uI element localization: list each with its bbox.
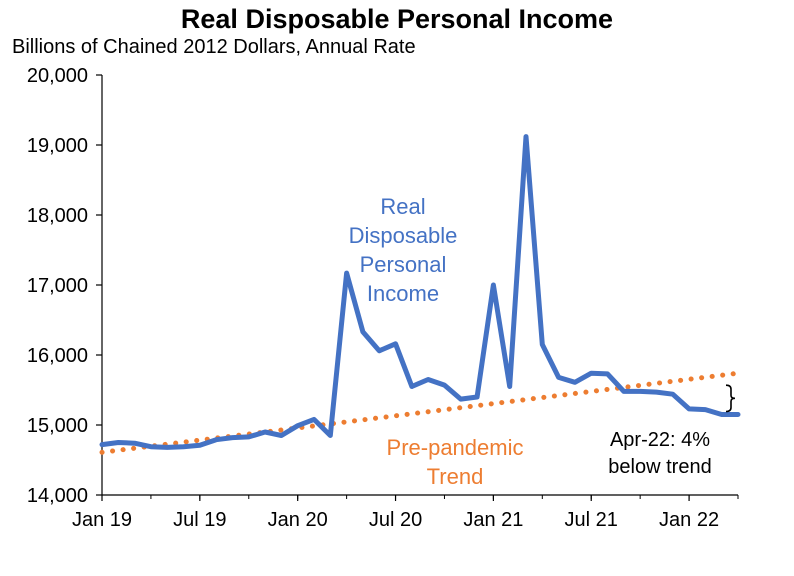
x-tick-label: Jul 20 (369, 509, 422, 531)
y-tick-label: 15,000 (27, 415, 88, 437)
annotation-bracket (725, 384, 736, 413)
chart-subtitle: Billions of Chained 2012 Dollars, Annual… (12, 36, 416, 58)
chart-title: Real Disposable Personal Income (180, 4, 614, 34)
trend-series (99, 370, 741, 455)
y-tick-label: 18,000 (27, 205, 88, 227)
y-tick-label: 16,000 (27, 345, 88, 367)
y-tick-label: 14,000 (27, 485, 88, 507)
x-tick-label: Jan 21 (463, 509, 523, 531)
x-tick-label: Jan 20 (268, 509, 328, 531)
x-tick-label: Jul 19 (173, 509, 226, 531)
annotation-label: Apr-22: 4% below trend (608, 429, 711, 478)
y-tick-label: 20,000 (27, 65, 88, 87)
x-tick-label: Jan 19 (72, 509, 132, 531)
trend-series-label: Pre-pandemic Trend (387, 435, 524, 489)
y-tick-label: 19,000 (27, 135, 88, 157)
income-line (99, 134, 741, 450)
income-series-label: Real Disposable Personal Income (349, 194, 458, 306)
trend-line (99, 370, 741, 455)
x-tick-label: Jul 21 (565, 509, 618, 531)
income-series (99, 134, 741, 450)
x-tick-label: Jan 22 (659, 509, 719, 531)
axes: 14,000 15,000 16,000 17,000 18,000 19,000 20,0… (27, 65, 739, 531)
series-labels: Real Disposable Personal Income Pre-pandemic… (349, 194, 524, 489)
annotations: Apr-22: 4% below trend (608, 384, 736, 478)
y-tick-label: 17,000 (27, 275, 88, 297)
